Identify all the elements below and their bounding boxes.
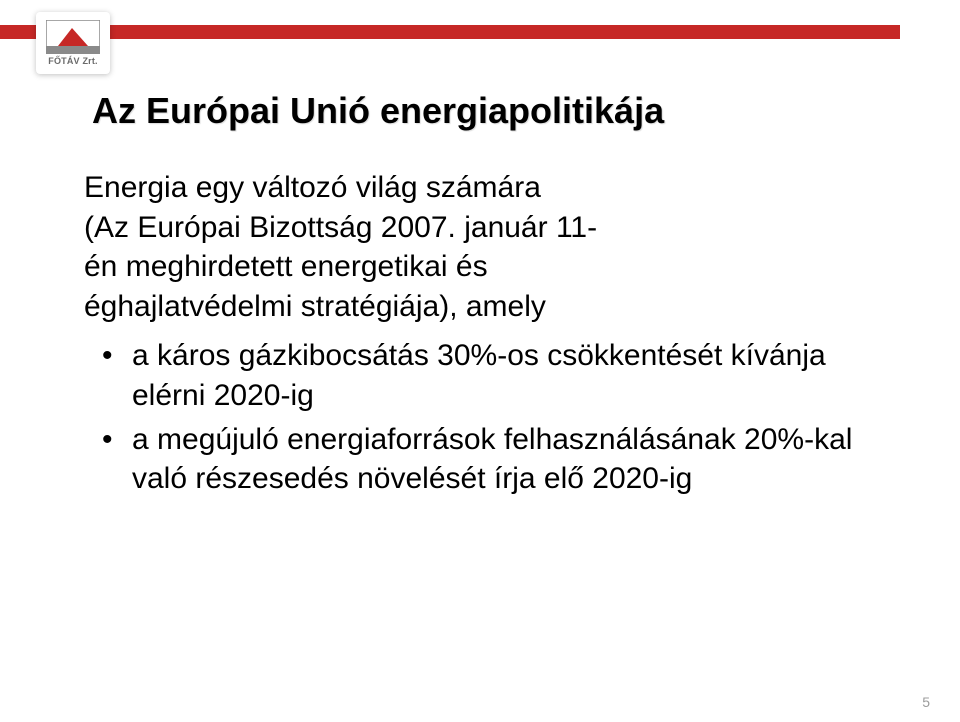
- bullet-list: a káros gázkibocsátás 30%-os csökkentésé…: [84, 336, 900, 498]
- slide-body: Energia egy változó világ számára (Az Eu…: [84, 168, 900, 503]
- intro-line: (Az Európai Bizottság 2007. január 11-: [84, 208, 900, 248]
- intro-line: Energia egy változó világ számára: [84, 168, 900, 208]
- slide-title: Az Európai Unió energiapolitikája: [92, 90, 664, 132]
- intro-line: én meghirdetett energetikai és: [84, 247, 900, 287]
- intro-line: éghajlatvédelmi stratégiája), amely: [84, 287, 900, 327]
- logo-mark-icon: [46, 20, 100, 54]
- bullet-item: a megújuló energiaforrások felhasználásá…: [132, 420, 900, 499]
- intro-text: Energia egy változó világ számára (Az Eu…: [84, 168, 900, 326]
- page-number: 5: [922, 694, 930, 710]
- accent-bar: [0, 25, 900, 39]
- logo-text: FŐTÁV Zrt.: [48, 56, 98, 66]
- bullet-item: a káros gázkibocsátás 30%-os csökkentésé…: [132, 336, 900, 415]
- company-logo: FŐTÁV Zrt.: [36, 12, 110, 74]
